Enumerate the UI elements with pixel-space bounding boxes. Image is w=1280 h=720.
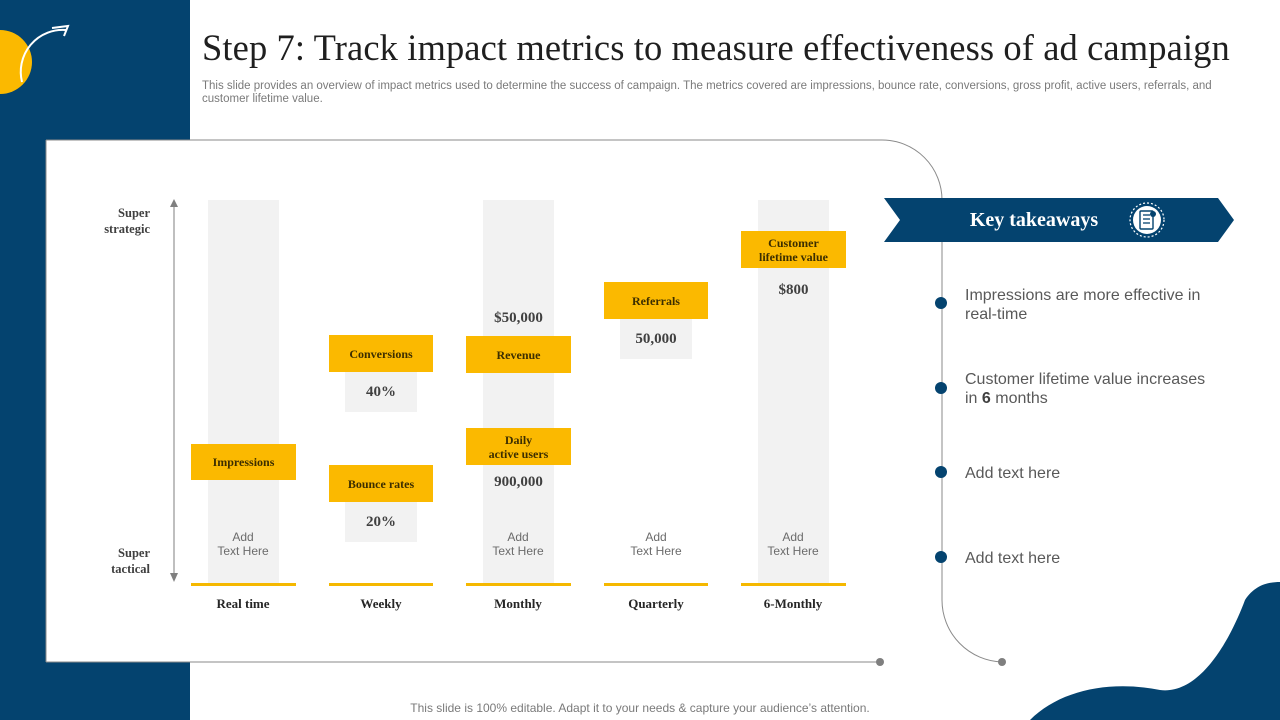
- placeholder-quarterly: Add Text Here: [606, 530, 706, 558]
- takeaway-text-2: Customer lifetime value increases in 6 m…: [965, 370, 1225, 408]
- placeholder-real-time: Add Text Here: [193, 530, 293, 558]
- placeholder-line1: Add: [782, 530, 804, 544]
- baseline-weekly: [329, 583, 433, 586]
- x-label-quarterly: Quarterly: [628, 596, 684, 611]
- key-takeaways-heading: Key takeaways: [969, 208, 1099, 231]
- y-axis-bottom-label: Super tactical: [90, 545, 150, 577]
- metric-bounce-tag: Bounce rates: [329, 465, 433, 502]
- decorative-circle-icon: [0, 24, 70, 94]
- placeholder-line2: Text Here: [630, 544, 682, 558]
- x-label-6-monthly: 6-Monthly: [763, 596, 823, 611]
- placeholder-monthly: Add Text Here: [468, 530, 568, 558]
- page-subtitle: This slide provides an overview of impac…: [202, 80, 1212, 105]
- metric-impressions-tag: Impressions: [191, 444, 296, 480]
- takeaway-2-pre: in: [965, 390, 982, 407]
- x-label-real-time: Real time: [216, 596, 270, 611]
- footer-note: This slide is 100% editable. Adapt it to…: [410, 701, 870, 715]
- metric-bounce-value: 20%: [345, 502, 417, 542]
- takeaway-1-line1: Impressions are more effective in: [965, 287, 1201, 304]
- metric-revenue-value: $50,000: [494, 310, 543, 326]
- metric-conversions-value: 40%: [345, 372, 417, 412]
- metric-dau-line2: active users: [488, 446, 549, 461]
- metric-dau-line1: Daily: [504, 432, 533, 447]
- baseline-6-monthly: [741, 583, 846, 586]
- column-bg-monthly: [483, 200, 554, 584]
- y-top-line2: strategic: [104, 222, 150, 236]
- checklist-icon: [1129, 202, 1165, 238]
- baseline-real-time: [191, 583, 296, 586]
- y-bottom-line2: tactical: [111, 562, 150, 576]
- takeaway-text-1: Impressions are more effective in real-t…: [965, 286, 1225, 324]
- metric-clv-tag: Customer lifetime value: [741, 231, 846, 268]
- baseline-monthly: [466, 583, 571, 586]
- takeaway-text-3: Add text here: [965, 465, 1061, 482]
- placeholder-6-monthly: Add Text Here: [743, 530, 843, 558]
- chart-panel: [46, 140, 882, 662]
- takeaway-bullet-4: [935, 551, 947, 563]
- column-bg-real-time: [208, 200, 279, 584]
- takeaway-2-line2: in 6 months: [965, 389, 1225, 408]
- baseline-quarterly: [604, 583, 708, 586]
- metric-dau-value: 900,000: [494, 474, 543, 490]
- takeaway-bullet-3: [935, 466, 947, 478]
- metric-clv-value: $800: [778, 282, 809, 298]
- y-axis-top-label: Super strategic: [90, 205, 150, 237]
- placeholder-line2: Text Here: [492, 544, 544, 558]
- takeaway-2-line1: Customer lifetime value increases: [965, 371, 1206, 388]
- placeholder-line1: Add: [645, 530, 667, 544]
- metric-clv-line1: Customer: [768, 235, 819, 250]
- metric-clv-line2: lifetime value: [759, 249, 828, 264]
- takeaway-1-line2: real-time: [965, 306, 1028, 323]
- metric-referrals-tag: Referrals: [604, 282, 708, 319]
- x-label-weekly: Weekly: [360, 596, 402, 611]
- placeholder-line2: Text Here: [767, 544, 819, 558]
- x-label-monthly: Monthly: [494, 596, 542, 611]
- takeaway-bullet-2: [935, 382, 947, 394]
- metric-referrals-value: 50,000: [620, 319, 692, 359]
- placeholder-line2: Text Here: [217, 544, 269, 558]
- takeaway-bullet-1: [935, 297, 947, 309]
- y-bottom-line1: Super: [118, 546, 150, 560]
- takeaway-2-bold: 6: [981, 390, 991, 407]
- takeaway-text-4: Add text here: [965, 550, 1061, 567]
- takeaway-2-post: months: [990, 390, 1048, 407]
- placeholder-line1: Add: [507, 530, 529, 544]
- metric-conversions-tag: Conversions: [329, 335, 433, 372]
- y-top-line1: Super: [118, 206, 150, 220]
- metric-dau-tag: Daily active users: [466, 428, 571, 465]
- placeholder-line1: Add: [232, 530, 254, 544]
- page-title: Step 7: Track impact metrics to measure …: [202, 27, 1230, 68]
- metric-revenue-tag: Revenue: [466, 336, 571, 373]
